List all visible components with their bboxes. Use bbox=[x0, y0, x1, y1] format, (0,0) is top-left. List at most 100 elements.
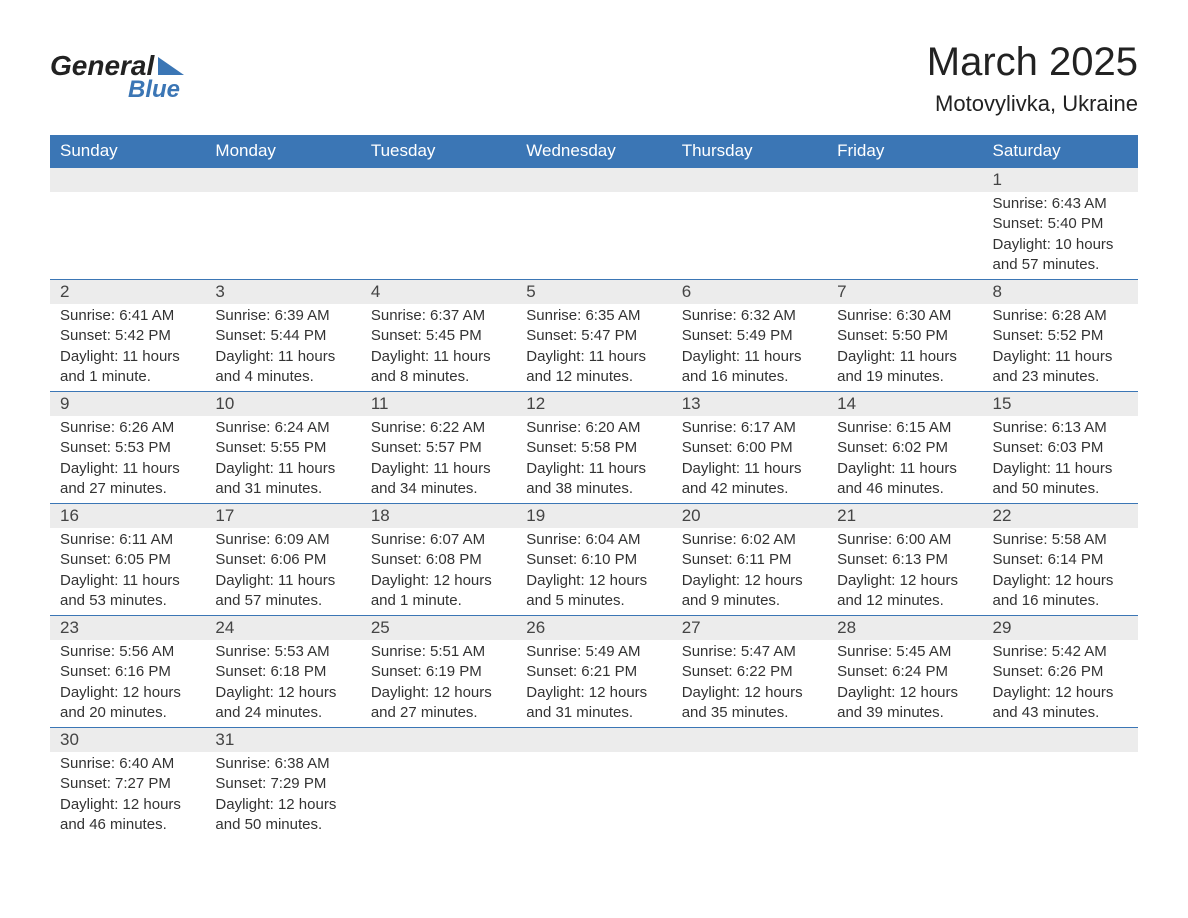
day-number: 17 bbox=[205, 504, 360, 528]
day-cell bbox=[516, 728, 671, 839]
daylight-text: Daylight: 11 hours and 4 minutes. bbox=[215, 347, 350, 388]
day-body: Sunrise: 5:47 AMSunset: 6:22 PMDaylight:… bbox=[672, 640, 827, 723]
day-number: 5 bbox=[516, 280, 671, 304]
day-body: Sunrise: 6:35 AMSunset: 5:47 PMDaylight:… bbox=[516, 304, 671, 387]
day-number: 22 bbox=[983, 504, 1138, 528]
sunrise-text: Sunrise: 6:32 AM bbox=[682, 306, 817, 326]
day-number: 20 bbox=[672, 504, 827, 528]
day-number: 30 bbox=[50, 728, 205, 752]
day-number bbox=[983, 728, 1138, 752]
sunrise-text: Sunrise: 6:37 AM bbox=[371, 306, 506, 326]
sunset-text: Sunset: 6:06 PM bbox=[215, 550, 350, 570]
sunrise-text: Sunrise: 6:09 AM bbox=[215, 530, 350, 550]
day-number bbox=[50, 168, 205, 192]
day-number: 27 bbox=[672, 616, 827, 640]
daylight-text: Daylight: 12 hours and 31 minutes. bbox=[526, 683, 661, 724]
day-number bbox=[672, 168, 827, 192]
day-body: Sunrise: 5:49 AMSunset: 6:21 PMDaylight:… bbox=[516, 640, 671, 723]
month-title: March 2025 bbox=[927, 40, 1138, 85]
sunrise-text: Sunrise: 5:53 AM bbox=[215, 642, 350, 662]
sunset-text: Sunset: 6:11 PM bbox=[682, 550, 817, 570]
day-body: Sunrise: 6:26 AMSunset: 5:53 PMDaylight:… bbox=[50, 416, 205, 499]
sunrise-text: Sunrise: 6:30 AM bbox=[837, 306, 972, 326]
day-body: Sunrise: 6:04 AMSunset: 6:10 PMDaylight:… bbox=[516, 528, 671, 611]
day-number bbox=[827, 728, 982, 752]
sunset-text: Sunset: 5:44 PM bbox=[215, 326, 350, 346]
sunset-text: Sunset: 5:55 PM bbox=[215, 438, 350, 458]
day-cell: 13Sunrise: 6:17 AMSunset: 6:00 PMDayligh… bbox=[672, 392, 827, 503]
sunrise-text: Sunrise: 6:11 AM bbox=[60, 530, 195, 550]
daylight-text: Daylight: 11 hours and 34 minutes. bbox=[371, 459, 506, 500]
day-cell: 14Sunrise: 6:15 AMSunset: 6:02 PMDayligh… bbox=[827, 392, 982, 503]
day-body: Sunrise: 6:13 AMSunset: 6:03 PMDaylight:… bbox=[983, 416, 1138, 499]
daylight-text: Daylight: 11 hours and 31 minutes. bbox=[215, 459, 350, 500]
dow-wednesday: Wednesday bbox=[516, 135, 671, 167]
week-row: 16Sunrise: 6:11 AMSunset: 6:05 PMDayligh… bbox=[50, 503, 1138, 615]
day-number: 21 bbox=[827, 504, 982, 528]
day-number: 10 bbox=[205, 392, 360, 416]
day-number: 4 bbox=[361, 280, 516, 304]
daylight-text: Daylight: 12 hours and 24 minutes. bbox=[215, 683, 350, 724]
sunrise-text: Sunrise: 6:26 AM bbox=[60, 418, 195, 438]
day-number: 14 bbox=[827, 392, 982, 416]
week-row: 23Sunrise: 5:56 AMSunset: 6:16 PMDayligh… bbox=[50, 615, 1138, 727]
day-cell: 12Sunrise: 6:20 AMSunset: 5:58 PMDayligh… bbox=[516, 392, 671, 503]
day-number: 11 bbox=[361, 392, 516, 416]
sunrise-text: Sunrise: 6:43 AM bbox=[993, 194, 1128, 214]
daylight-text: Daylight: 11 hours and 50 minutes. bbox=[993, 459, 1128, 500]
day-number: 24 bbox=[205, 616, 360, 640]
day-cell: 9Sunrise: 6:26 AMSunset: 5:53 PMDaylight… bbox=[50, 392, 205, 503]
daylight-text: Daylight: 11 hours and 53 minutes. bbox=[60, 571, 195, 612]
day-cell bbox=[827, 728, 982, 839]
daylight-text: Daylight: 12 hours and 5 minutes. bbox=[526, 571, 661, 612]
week-row: 2Sunrise: 6:41 AMSunset: 5:42 PMDaylight… bbox=[50, 279, 1138, 391]
day-body: Sunrise: 6:17 AMSunset: 6:00 PMDaylight:… bbox=[672, 416, 827, 499]
day-of-week-header: Sunday Monday Tuesday Wednesday Thursday… bbox=[50, 135, 1138, 167]
day-number: 12 bbox=[516, 392, 671, 416]
day-number: 3 bbox=[205, 280, 360, 304]
day-cell: 30Sunrise: 6:40 AMSunset: 7:27 PMDayligh… bbox=[50, 728, 205, 839]
day-cell: 22Sunrise: 5:58 AMSunset: 6:14 PMDayligh… bbox=[983, 504, 1138, 615]
day-cell: 8Sunrise: 6:28 AMSunset: 5:52 PMDaylight… bbox=[983, 280, 1138, 391]
day-body: Sunrise: 6:30 AMSunset: 5:50 PMDaylight:… bbox=[827, 304, 982, 387]
day-body: Sunrise: 6:43 AMSunset: 5:40 PMDaylight:… bbox=[983, 192, 1138, 275]
day-number bbox=[205, 168, 360, 192]
daylight-text: Daylight: 10 hours and 57 minutes. bbox=[993, 235, 1128, 276]
week-row: 30Sunrise: 6:40 AMSunset: 7:27 PMDayligh… bbox=[50, 727, 1138, 839]
day-cell: 19Sunrise: 6:04 AMSunset: 6:10 PMDayligh… bbox=[516, 504, 671, 615]
day-body: Sunrise: 5:58 AMSunset: 6:14 PMDaylight:… bbox=[983, 528, 1138, 611]
day-number bbox=[361, 168, 516, 192]
day-body: Sunrise: 6:09 AMSunset: 6:06 PMDaylight:… bbox=[205, 528, 360, 611]
day-body: Sunrise: 6:32 AMSunset: 5:49 PMDaylight:… bbox=[672, 304, 827, 387]
sunset-text: Sunset: 6:19 PM bbox=[371, 662, 506, 682]
sunrise-text: Sunrise: 6:15 AM bbox=[837, 418, 972, 438]
day-cell: 25Sunrise: 5:51 AMSunset: 6:19 PMDayligh… bbox=[361, 616, 516, 727]
sunrise-text: Sunrise: 6:00 AM bbox=[837, 530, 972, 550]
sunset-text: Sunset: 6:02 PM bbox=[837, 438, 972, 458]
day-body: Sunrise: 6:28 AMSunset: 5:52 PMDaylight:… bbox=[983, 304, 1138, 387]
sunrise-text: Sunrise: 6:35 AM bbox=[526, 306, 661, 326]
day-number: 26 bbox=[516, 616, 671, 640]
calendar: Sunday Monday Tuesday Wednesday Thursday… bbox=[50, 135, 1138, 839]
logo-triangle-icon bbox=[158, 57, 184, 75]
day-cell: 2Sunrise: 6:41 AMSunset: 5:42 PMDaylight… bbox=[50, 280, 205, 391]
day-cell: 29Sunrise: 5:42 AMSunset: 6:26 PMDayligh… bbox=[983, 616, 1138, 727]
sunrise-text: Sunrise: 6:39 AM bbox=[215, 306, 350, 326]
sunset-text: Sunset: 5:42 PM bbox=[60, 326, 195, 346]
sunrise-text: Sunrise: 6:24 AM bbox=[215, 418, 350, 438]
sunset-text: Sunset: 5:57 PM bbox=[371, 438, 506, 458]
sunrise-text: Sunrise: 6:38 AM bbox=[215, 754, 350, 774]
day-cell: 20Sunrise: 6:02 AMSunset: 6:11 PMDayligh… bbox=[672, 504, 827, 615]
daylight-text: Daylight: 11 hours and 38 minutes. bbox=[526, 459, 661, 500]
sunrise-text: Sunrise: 6:13 AM bbox=[993, 418, 1128, 438]
sunset-text: Sunset: 6:10 PM bbox=[526, 550, 661, 570]
sunset-text: Sunset: 6:18 PM bbox=[215, 662, 350, 682]
day-cell bbox=[827, 168, 982, 279]
day-number bbox=[827, 168, 982, 192]
day-cell: 3Sunrise: 6:39 AMSunset: 5:44 PMDaylight… bbox=[205, 280, 360, 391]
sunrise-text: Sunrise: 5:58 AM bbox=[993, 530, 1128, 550]
daylight-text: Daylight: 11 hours and 1 minute. bbox=[60, 347, 195, 388]
sunrise-text: Sunrise: 6:28 AM bbox=[993, 306, 1128, 326]
sunset-text: Sunset: 6:05 PM bbox=[60, 550, 195, 570]
day-number: 29 bbox=[983, 616, 1138, 640]
